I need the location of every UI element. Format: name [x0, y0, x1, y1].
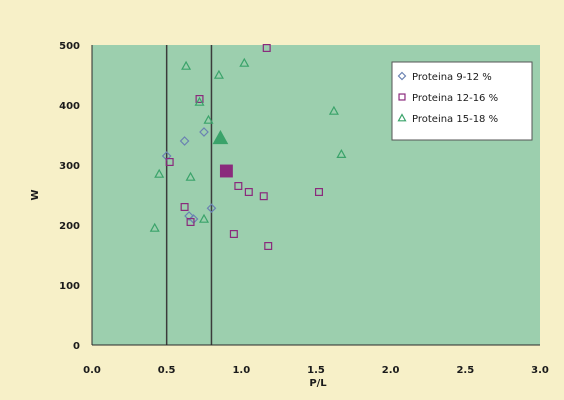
data-point — [149, 222, 160, 232]
data-point — [185, 171, 196, 181]
data-point — [259, 192, 268, 201]
x-tick-label: 2.0 — [382, 365, 400, 376]
legend-label: Proteina 12-16 % — [412, 93, 498, 104]
data-point — [154, 168, 165, 178]
data-point — [244, 188, 253, 197]
data-point — [180, 203, 189, 212]
data-point — [239, 57, 250, 67]
y-tick-label: 400 — [59, 101, 80, 112]
y-tick-label: 200 — [59, 221, 80, 232]
data-point — [195, 94, 204, 103]
legend-box — [391, 61, 533, 141]
series-1 — [161, 127, 217, 224]
series-3 — [149, 57, 347, 232]
x-tick-label: 0.0 — [83, 365, 101, 376]
series-2 — [165, 43, 323, 251]
legend-marker — [397, 113, 407, 122]
legend-label: Proteina 9-12 % — [412, 72, 492, 83]
legend-marker — [397, 71, 407, 81]
highlight-point — [219, 164, 233, 178]
y-tick-label: 0 — [73, 341, 80, 352]
y-tick-label: 300 — [59, 161, 80, 172]
highlight-point — [212, 129, 229, 145]
data-point — [206, 203, 217, 214]
legend-marker — [398, 93, 406, 101]
data-point — [229, 230, 238, 239]
data-point — [198, 213, 210, 223]
data-point — [165, 158, 174, 167]
data-point — [264, 242, 273, 251]
data-point — [328, 105, 339, 115]
data-point — [213, 69, 224, 79]
data-point — [181, 60, 192, 70]
data-point — [314, 188, 323, 197]
legend-label: Proteina 15-18 % — [412, 114, 498, 125]
x-tick-label: 1.0 — [232, 365, 250, 376]
y-axis-title: W — [30, 189, 41, 200]
data-point — [203, 114, 214, 124]
data-point — [194, 96, 205, 106]
data-point — [199, 127, 209, 137]
x-tick-label: 1.5 — [307, 365, 325, 376]
y-tick-label: 100 — [59, 281, 80, 292]
data-point — [186, 218, 195, 227]
data-point — [262, 43, 271, 52]
data-point — [234, 182, 243, 191]
data-point — [336, 148, 347, 158]
y-tick-label: 500 — [59, 41, 80, 52]
x-tick-label: 3.0 — [531, 365, 549, 376]
x-tick-label: 2.5 — [456, 365, 474, 376]
data-point — [179, 136, 190, 146]
x-tick-label: 0.5 — [158, 365, 176, 376]
x-axis-title: P/L — [309, 378, 327, 389]
data-point — [184, 211, 194, 221]
